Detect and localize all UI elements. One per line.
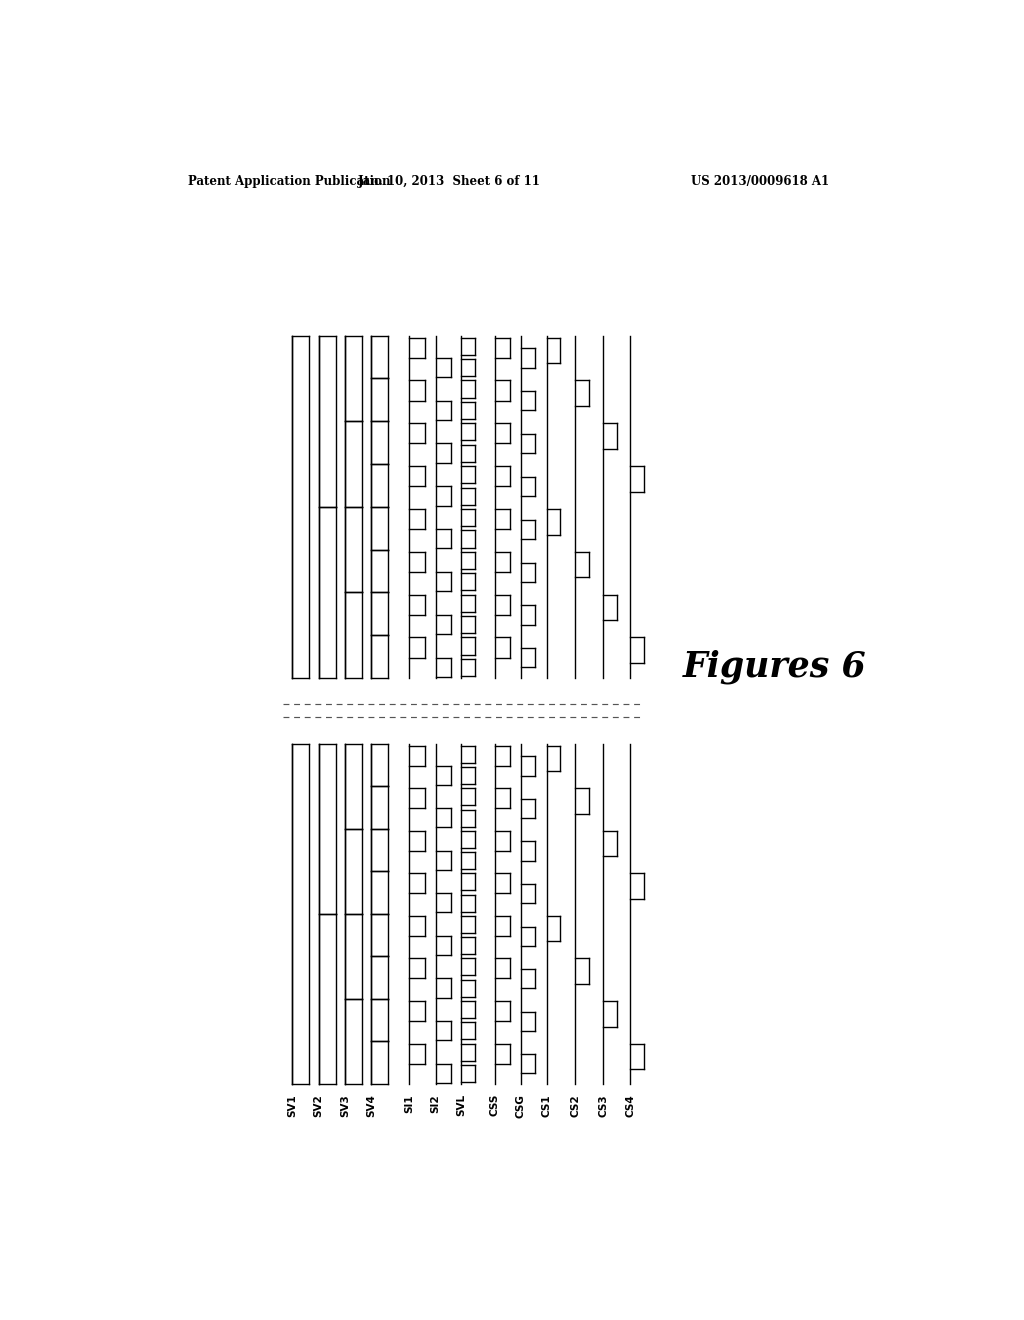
Text: SI1: SI1 (404, 1094, 415, 1113)
Text: Patent Application Publication: Patent Application Publication (188, 176, 391, 187)
Text: US 2013/0009618 A1: US 2013/0009618 A1 (690, 176, 828, 187)
Text: SV2: SV2 (313, 1094, 324, 1117)
Text: SV4: SV4 (367, 1094, 377, 1117)
Text: CSG: CSG (516, 1094, 526, 1118)
Text: CS4: CS4 (626, 1094, 635, 1117)
Text: CS2: CS2 (570, 1094, 581, 1117)
Text: CS3: CS3 (598, 1094, 608, 1117)
Text: CS1: CS1 (542, 1094, 552, 1117)
Text: Jan. 10, 2013  Sheet 6 of 11: Jan. 10, 2013 Sheet 6 of 11 (358, 176, 541, 187)
Text: SV3: SV3 (340, 1094, 350, 1117)
Text: SI2: SI2 (431, 1094, 440, 1113)
Text: SV1: SV1 (288, 1094, 297, 1117)
Text: SVL: SVL (457, 1094, 466, 1117)
Text: Figures 6: Figures 6 (683, 649, 867, 684)
Text: CSS: CSS (489, 1094, 500, 1117)
